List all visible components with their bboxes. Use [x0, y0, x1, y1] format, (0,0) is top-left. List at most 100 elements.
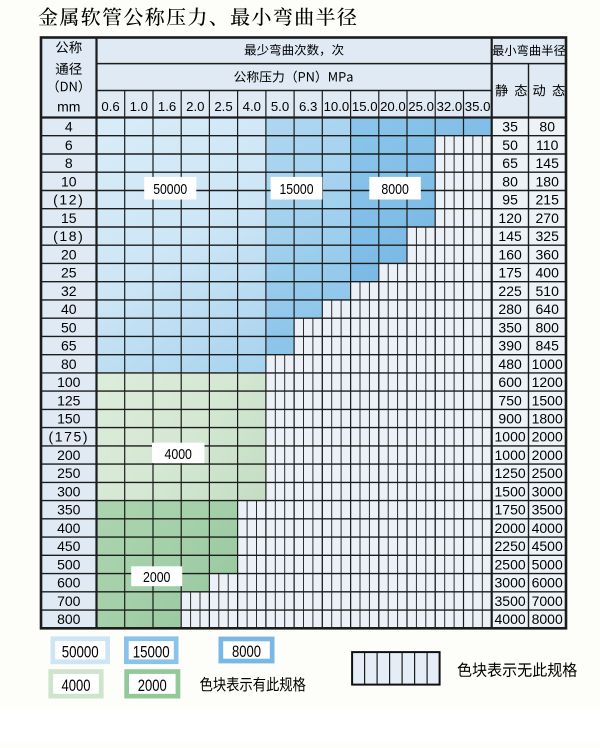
svg-text:600: 600 — [498, 374, 522, 390]
svg-text:3000: 3000 — [495, 575, 526, 591]
svg-text:845: 845 — [536, 338, 560, 354]
svg-text:15000: 15000 — [280, 182, 314, 198]
svg-text:4: 4 — [65, 119, 73, 135]
svg-text:280: 280 — [498, 301, 522, 317]
svg-text:8000: 8000 — [232, 642, 261, 661]
svg-text:250: 250 — [57, 465, 81, 481]
svg-text:80: 80 — [502, 173, 518, 189]
svg-text:5.0: 5.0 — [271, 99, 289, 114]
svg-text:2000: 2000 — [495, 520, 526, 536]
svg-text:(18): (18) — [53, 228, 84, 244]
svg-text:300: 300 — [57, 484, 81, 500]
svg-text:10.0: 10.0 — [324, 99, 350, 114]
svg-text:50000: 50000 — [62, 643, 99, 662]
svg-text:150: 150 — [57, 411, 81, 427]
svg-text:1.0: 1.0 — [130, 99, 148, 114]
svg-text:480: 480 — [498, 356, 522, 372]
svg-text:2000: 2000 — [532, 447, 563, 463]
svg-text:110: 110 — [536, 137, 559, 153]
svg-text:100: 100 — [57, 374, 81, 390]
svg-text:8000: 8000 — [532, 611, 563, 627]
svg-text:200: 200 — [57, 447, 81, 463]
svg-text:700: 700 — [57, 593, 81, 609]
svg-text:390: 390 — [498, 338, 522, 354]
svg-text:50: 50 — [502, 137, 518, 153]
svg-text:1500: 1500 — [532, 392, 563, 408]
svg-text:95: 95 — [502, 192, 518, 208]
svg-text:2500: 2500 — [495, 557, 526, 573]
svg-text:40: 40 — [61, 301, 77, 317]
svg-text:35.0: 35.0 — [465, 99, 491, 114]
svg-text:120: 120 — [498, 210, 522, 226]
svg-text:8000: 8000 — [381, 182, 409, 198]
svg-text:900: 900 — [498, 411, 522, 427]
svg-text:225: 225 — [498, 283, 522, 299]
svg-text:160: 160 — [498, 246, 522, 262]
svg-text:1500: 1500 — [495, 484, 526, 500]
svg-text:400: 400 — [57, 520, 81, 536]
svg-text:400: 400 — [536, 265, 560, 281]
svg-text:80: 80 — [61, 356, 77, 372]
svg-text:2000: 2000 — [532, 429, 563, 445]
svg-text:1000: 1000 — [495, 429, 526, 445]
svg-text:1750: 1750 — [495, 502, 526, 518]
svg-text:3500: 3500 — [532, 502, 563, 518]
svg-text:2000: 2000 — [143, 570, 171, 586]
svg-text:500: 500 — [57, 557, 81, 573]
svg-text:4000: 4000 — [532, 520, 563, 536]
svg-text:3500: 3500 — [495, 593, 526, 609]
svg-text:7000: 7000 — [532, 593, 563, 609]
svg-text:15: 15 — [61, 210, 77, 226]
svg-text:6: 6 — [65, 137, 73, 153]
svg-text:1800: 1800 — [532, 411, 563, 427]
svg-text:270: 270 — [536, 210, 560, 226]
svg-text:350: 350 — [498, 319, 522, 335]
svg-text:4.0: 4.0 — [243, 99, 261, 114]
svg-text:32.0: 32.0 — [437, 99, 463, 114]
svg-text:2.5: 2.5 — [214, 99, 232, 114]
svg-text:4000: 4000 — [495, 611, 526, 627]
svg-text:mm: mm — [57, 99, 80, 115]
svg-text:15.0: 15.0 — [352, 99, 378, 114]
svg-text:25.0: 25.0 — [408, 99, 434, 114]
svg-text:510: 510 — [536, 283, 560, 299]
svg-text:1250: 1250 — [495, 465, 526, 481]
svg-text:175: 175 — [498, 265, 522, 281]
svg-text:65: 65 — [61, 338, 77, 354]
svg-text:8: 8 — [65, 155, 73, 171]
svg-text:32: 32 — [61, 283, 77, 299]
svg-text:25: 25 — [61, 265, 77, 281]
svg-text:(12): (12) — [53, 192, 84, 208]
svg-text:6.3: 6.3 — [299, 99, 317, 114]
svg-text:800: 800 — [57, 611, 81, 627]
svg-text:50: 50 — [61, 319, 77, 335]
svg-text:1.6: 1.6 — [158, 99, 176, 114]
svg-text:15000: 15000 — [133, 643, 170, 662]
svg-text:80: 80 — [539, 119, 555, 135]
svg-text:(175): (175) — [48, 429, 89, 445]
svg-text:2500: 2500 — [532, 465, 563, 481]
svg-text:800: 800 — [536, 319, 560, 335]
svg-text:125: 125 — [57, 392, 81, 408]
svg-text:5000: 5000 — [532, 557, 563, 573]
svg-text:4000: 4000 — [62, 676, 91, 695]
svg-text:600: 600 — [57, 575, 81, 591]
svg-text:750: 750 — [498, 392, 522, 408]
svg-text:20: 20 — [61, 246, 77, 262]
svg-text:4000: 4000 — [164, 447, 192, 463]
svg-text:20.0: 20.0 — [380, 99, 406, 114]
svg-text:2000: 2000 — [138, 676, 167, 695]
svg-text:35: 35 — [502, 119, 518, 135]
svg-text:0.6: 0.6 — [101, 99, 119, 114]
svg-text:1200: 1200 — [532, 374, 563, 390]
svg-text:450: 450 — [57, 538, 81, 554]
svg-text:145: 145 — [498, 228, 522, 244]
svg-text:215: 215 — [536, 192, 560, 208]
svg-text:145: 145 — [536, 155, 560, 171]
svg-text:325: 325 — [536, 228, 560, 244]
svg-text:10: 10 — [61, 173, 77, 189]
svg-text:65: 65 — [502, 155, 518, 171]
svg-text:180: 180 — [536, 173, 560, 189]
svg-text:1000: 1000 — [495, 447, 526, 463]
svg-text:360: 360 — [536, 246, 560, 262]
